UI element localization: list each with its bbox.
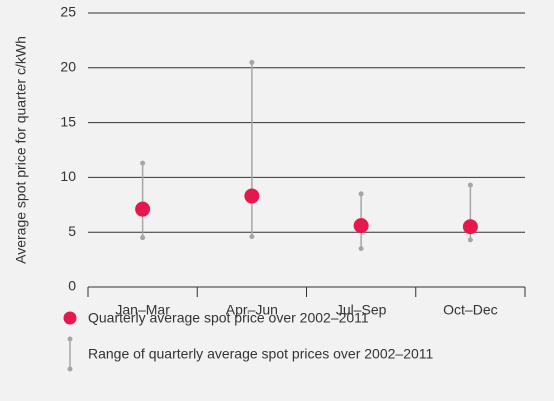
range-low bbox=[358, 246, 364, 252]
y-tick-label: 0 bbox=[68, 278, 76, 294]
range-low bbox=[467, 237, 473, 243]
y-tick-label: 10 bbox=[60, 168, 76, 184]
average-dot bbox=[462, 219, 478, 235]
y-tick-label: 25 bbox=[60, 4, 76, 20]
average-dot bbox=[244, 188, 260, 204]
legend-dot bbox=[63, 311, 77, 325]
legend-range-end bbox=[67, 366, 73, 372]
y-tick-label: 15 bbox=[60, 113, 76, 129]
range-low bbox=[249, 234, 255, 240]
legend-label: Quarterly average spot price over 2002–2… bbox=[88, 310, 369, 326]
range-high bbox=[249, 59, 255, 65]
range-high bbox=[358, 191, 364, 197]
range-high bbox=[467, 182, 473, 188]
y-tick-label: 20 bbox=[60, 59, 76, 75]
average-dot bbox=[353, 218, 369, 234]
range-high bbox=[140, 160, 146, 166]
range-low bbox=[140, 235, 146, 241]
legend-label: Range of quarterly average spot prices o… bbox=[88, 346, 434, 362]
y-axis-label: Average spot price for quarter c/kWh bbox=[13, 36, 29, 264]
x-tick-label: Oct–Dec bbox=[443, 302, 497, 318]
y-tick-label: 5 bbox=[68, 223, 76, 239]
average-dot bbox=[135, 201, 151, 217]
x-tick-label: Jul–Sep bbox=[336, 302, 387, 318]
legend-range-end bbox=[67, 336, 73, 342]
x-tick-label: Jan–Mar bbox=[115, 302, 170, 318]
x-tick-label: Apr–Jun bbox=[226, 302, 278, 318]
